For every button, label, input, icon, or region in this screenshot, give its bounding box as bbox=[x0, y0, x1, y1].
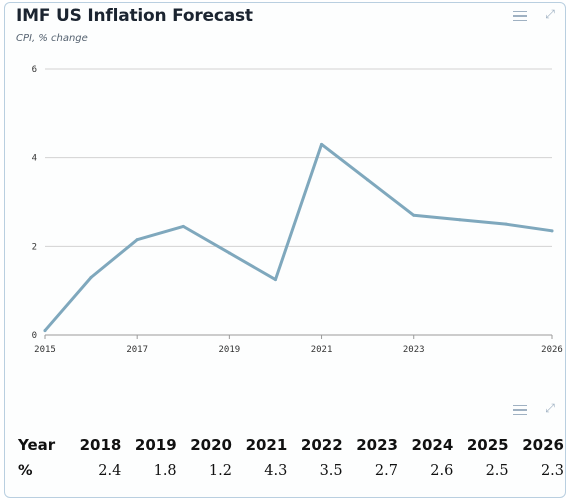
year-label: Year bbox=[18, 436, 56, 454]
table-expand-icon[interactable]: ⤢ bbox=[545, 401, 555, 415]
forecast-table: Year 2018 2019 2020 2021 2022 2023 2024 2025 202… bbox=[18, 432, 564, 484]
x-tick-label: 2019 bbox=[219, 345, 241, 355]
table-year-cell: 2022 bbox=[300, 436, 343, 454]
data-point bbox=[89, 275, 93, 279]
data-point bbox=[504, 222, 508, 226]
expand-icon[interactable]: ⤢ bbox=[545, 7, 555, 21]
table-value-cell: 4.3 bbox=[264, 463, 288, 479]
table-value-cell: 2.7 bbox=[374, 463, 398, 479]
table-year-cell: 2018 bbox=[79, 436, 122, 454]
chart-subtitle: CPI, % change bbox=[16, 33, 88, 44]
data-point bbox=[412, 213, 416, 217]
data-point bbox=[43, 329, 47, 333]
table-year-cell: 2025 bbox=[466, 436, 509, 454]
x-tick-label: 2026 bbox=[541, 345, 563, 355]
table-value-cell: 3.5 bbox=[319, 463, 343, 479]
x-tick-label: 2021 bbox=[311, 345, 333, 355]
table-value-cell: 2.5 bbox=[485, 463, 509, 479]
data-point bbox=[320, 142, 324, 146]
y-tick-label: 2 bbox=[32, 242, 37, 252]
table-header-row: Year 2018 2019 2020 2021 2022 2023 2024 2025 202… bbox=[18, 432, 564, 458]
table-value-cell: 2.3 bbox=[540, 463, 564, 479]
x-tick-label: 2023 bbox=[403, 345, 425, 355]
data-point bbox=[550, 229, 554, 233]
table-year-cell: 2020 bbox=[190, 436, 232, 454]
data-point bbox=[273, 278, 277, 282]
data-point bbox=[227, 251, 231, 255]
table-value-cell: 2.4 bbox=[98, 463, 122, 479]
table-value-cell: 1.8 bbox=[153, 463, 177, 479]
x-tick-label: 2017 bbox=[126, 345, 148, 355]
y-tick-label: 6 bbox=[32, 65, 37, 75]
percent-label: % bbox=[18, 463, 33, 479]
table-menu-icon[interactable] bbox=[510, 402, 530, 418]
y-tick-label: 0 bbox=[32, 331, 37, 341]
data-point bbox=[366, 178, 370, 182]
table-year-cell: 2026 bbox=[522, 436, 564, 454]
table-year-cell: 2021 bbox=[245, 436, 288, 454]
table-value-cell: 1.2 bbox=[208, 463, 232, 479]
data-point bbox=[135, 238, 139, 242]
hamburger-menu-icon[interactable] bbox=[510, 8, 530, 24]
data-point bbox=[458, 218, 462, 222]
data-point bbox=[181, 224, 185, 228]
chart-title: IMF US Inflation Forecast bbox=[16, 6, 253, 26]
table-year-cell: 2023 bbox=[356, 436, 398, 454]
x-tick-label: 2015 bbox=[34, 345, 56, 355]
table-year-cell: 2019 bbox=[134, 436, 177, 454]
inflation-series-line bbox=[43, 142, 554, 333]
table-value-row: % 2.4 1.8 1.2 4.3 3.5 2.7 2.6 2.5 2.3 bbox=[18, 458, 564, 484]
y-tick-label: 4 bbox=[32, 154, 37, 164]
table-year-cell: 2024 bbox=[411, 436, 454, 454]
table-value-cell: 2.6 bbox=[430, 463, 454, 479]
